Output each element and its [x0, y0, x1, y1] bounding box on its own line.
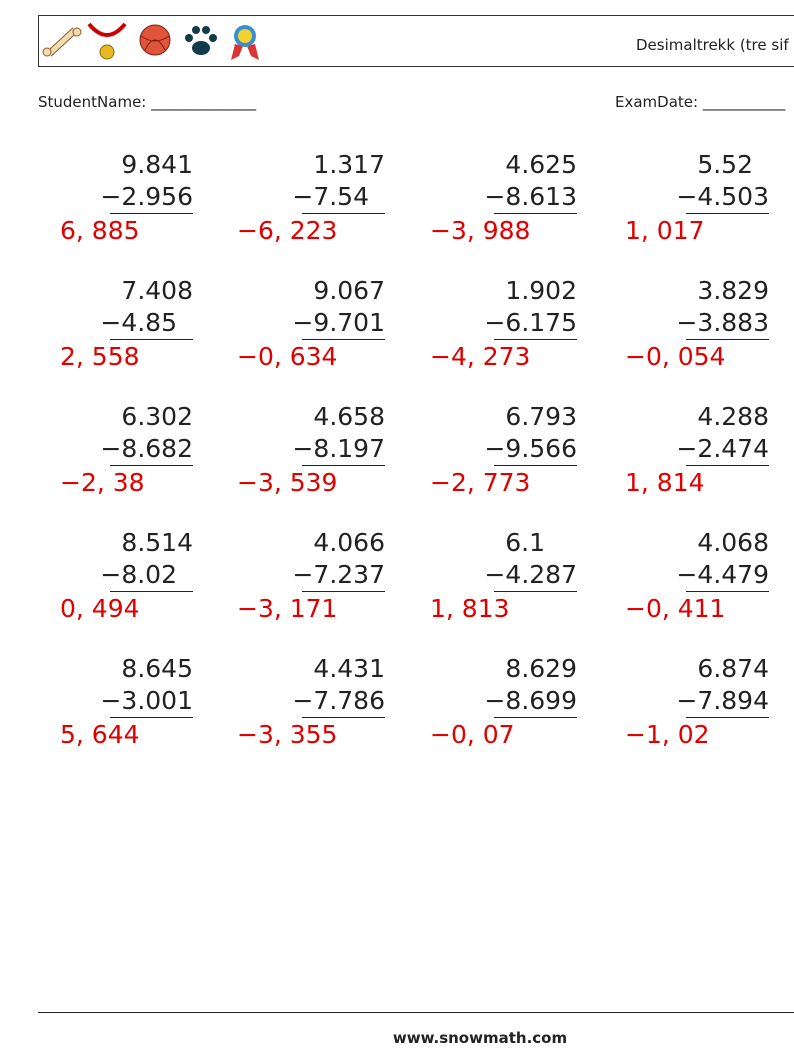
answer: −3, 355 — [237, 720, 338, 749]
bottom-number: −8.02 — [100, 560, 177, 589]
answer-line — [110, 339, 193, 340]
student-name: StudentName: ______________ — [38, 93, 257, 111]
bottom-number: −7.237 — [292, 560, 385, 589]
answer-line — [494, 717, 577, 718]
answer-line — [494, 213, 577, 214]
top-number: 7.408 — [121, 276, 193, 305]
top-number: 8.645 — [121, 654, 193, 683]
bone-icon — [42, 27, 82, 57]
answer: −2, 38 — [60, 468, 145, 497]
answer: 1, 813 — [430, 594, 510, 623]
answer: −3, 539 — [237, 468, 338, 497]
answer: −2, 773 — [430, 468, 531, 497]
answer-line — [494, 465, 577, 466]
answer: 1, 017 — [625, 216, 705, 245]
answer-line — [686, 339, 769, 340]
answer-line — [110, 465, 193, 466]
top-number: 8.514 — [121, 528, 193, 557]
bottom-number: −8.699 — [484, 686, 577, 715]
top-number: 6.874 — [697, 654, 769, 683]
title: Desimaltrekk (tre sif — [636, 36, 789, 54]
answer-line — [110, 717, 193, 718]
bottom-number: −3.001 — [100, 686, 193, 715]
exam-date: ExamDate: ___________ — [615, 93, 786, 111]
top-number: 4.066 — [313, 528, 385, 557]
bottom-number: −9.701 — [292, 308, 385, 337]
top-number: 8.629 — [505, 654, 577, 683]
answer-line — [686, 213, 769, 214]
top-number: 9.067 — [313, 276, 385, 305]
answer: −6, 223 — [237, 216, 338, 245]
answer: −0, 054 — [625, 342, 726, 371]
top-number: 4.288 — [697, 402, 769, 431]
answer-line — [302, 717, 385, 718]
medal-icon — [87, 22, 127, 60]
answer-line — [494, 591, 577, 592]
bottom-number: −4.85 — [100, 308, 177, 337]
bottom-number: −8.197 — [292, 434, 385, 463]
bottom-number: −2.474 — [676, 434, 769, 463]
bottom-number: −8.613 — [484, 182, 577, 211]
top-number: 1.317 — [313, 150, 385, 179]
footer-line — [38, 1012, 794, 1013]
answer-line — [302, 465, 385, 466]
answer-line — [302, 213, 385, 214]
answer: −3, 988 — [430, 216, 531, 245]
answer: 2, 558 — [60, 342, 140, 371]
answer: −0, 07 — [430, 720, 515, 749]
bottom-number: −2.956 — [100, 182, 193, 211]
answer: 5, 644 — [60, 720, 140, 749]
top-number: 6.1 — [505, 528, 545, 557]
answer: 1, 814 — [625, 468, 705, 497]
answer-line — [686, 591, 769, 592]
top-number: 9.841 — [121, 150, 193, 179]
answer-line — [686, 717, 769, 718]
bottom-number: −3.883 — [676, 308, 769, 337]
answer-line — [110, 591, 193, 592]
top-number: 6.302 — [121, 402, 193, 431]
bottom-number: −4.287 — [484, 560, 577, 589]
header-box — [38, 15, 794, 67]
bottom-number: −6.175 — [484, 308, 577, 337]
answer: −0, 634 — [237, 342, 338, 371]
top-number: 1.902 — [505, 276, 577, 305]
ribbon-icon — [231, 25, 259, 60]
paw-icon — [185, 26, 217, 55]
icons — [42, 22, 259, 60]
top-number: 3.829 — [697, 276, 769, 305]
answer-line — [494, 339, 577, 340]
footer: www.snowmath.com — [392, 1029, 568, 1047]
top-number: 4.658 — [313, 402, 385, 431]
top-number: 4.068 — [697, 528, 769, 557]
answer: −3, 171 — [237, 594, 338, 623]
bottom-number: −4.479 — [676, 560, 769, 589]
answer: −1, 02 — [625, 720, 710, 749]
bottom-number: −7.54 — [292, 182, 369, 211]
answer: 6, 885 — [60, 216, 140, 245]
answer-line — [110, 213, 193, 214]
bottom-number: −7.894 — [676, 686, 769, 715]
answer-line — [686, 465, 769, 466]
top-number: 5.52 — [697, 150, 753, 179]
ball-icon — [139, 24, 171, 56]
top-number: 4.625 — [505, 150, 577, 179]
bottom-number: −9.566 — [484, 434, 577, 463]
answer-line — [302, 591, 385, 592]
bottom-number: −7.786 — [292, 686, 385, 715]
answer: −0, 411 — [625, 594, 726, 623]
answer-line — [302, 339, 385, 340]
top-number: 4.431 — [313, 654, 385, 683]
top-number: 6.793 — [505, 402, 577, 431]
answer: 0, 494 — [60, 594, 140, 623]
bottom-number: −4.503 — [676, 182, 769, 211]
bottom-number: −8.682 — [100, 434, 193, 463]
answer: −4, 273 — [430, 342, 531, 371]
